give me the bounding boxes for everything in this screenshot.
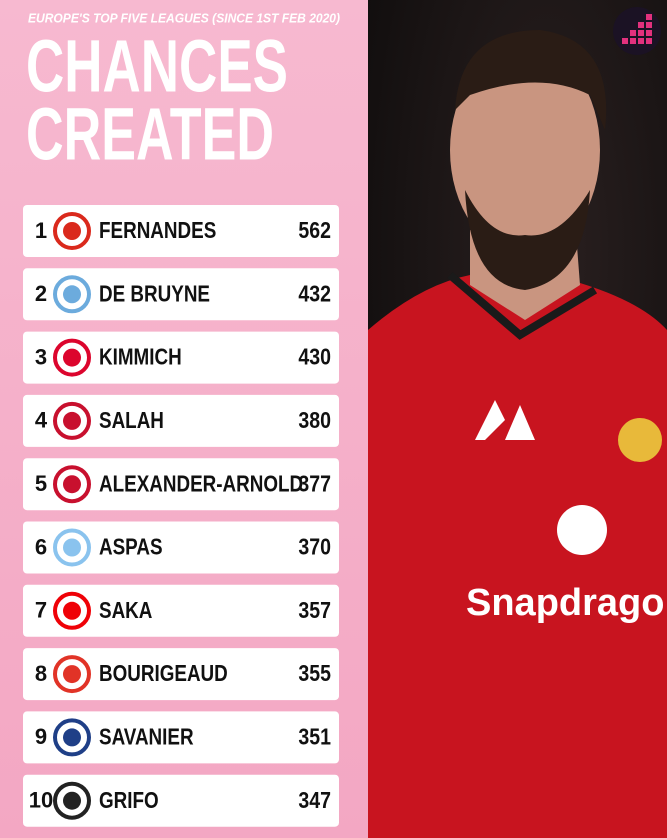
row-box [23,458,339,511]
row-box [23,711,339,764]
table-row: 3 KIMMICH 430 [23,331,339,384]
player-name: SAVANIER [99,725,194,750]
rank: 3 [35,344,47,369]
rank: 9 [35,724,47,749]
player-name: FERNANDES [99,218,216,243]
row-box [23,774,339,827]
chances-value: 377 [298,471,331,497]
club-logo-inner [63,601,81,620]
club-logo-inner [63,285,81,304]
title-line: CREATED [26,93,274,176]
rank: 8 [35,661,47,686]
row-box [23,394,339,447]
rank: 4 [35,408,48,433]
rank: 2 [35,281,47,306]
table-row: 2 DE BRUYNE 432 [23,268,339,321]
player-name: KIMMICH [99,345,182,370]
club-logo-inner [63,411,81,430]
row-box [23,521,339,574]
rank: 1 [35,218,47,243]
chances-value: 357 [298,597,331,623]
club-logo-inner [63,665,81,684]
chances-value: 430 [298,344,331,370]
table-row: 9 SAVANIER 351 [23,711,339,764]
club-logo-inner [63,475,81,494]
club-logo-inner [63,222,81,240]
club-logo-inner [63,348,81,367]
row-box [23,268,339,321]
subtitle: EUROPE'S TOP FIVE LEAGUES (SINCE 1ST FEB… [28,10,340,25]
player-name: ASPAS [99,535,163,560]
table-row: 6 ASPAS 370 [23,521,339,574]
rank: 5 [35,471,47,496]
chances-value: 347 [298,787,331,813]
title-line: CHANCES [26,25,288,108]
player-name: GRIFO [99,788,159,813]
player-name: SAKA [99,598,152,623]
table-row: 8 BOURIGEAUD 355 [23,648,339,701]
club-logo-inner [63,538,81,557]
rank: 6 [35,534,47,559]
player-name: ALEXANDER-ARNOLD [99,472,303,497]
row-box [23,331,339,384]
chances-value: 355 [298,661,331,687]
player-name: BOURIGEAUD [99,661,228,686]
rank: 7 [35,598,47,623]
table: 1 FERNANDES 562 2 DE BRUYNE 432 3 KIMMICH 430 4 SA… [23,205,339,827]
rank: 10 [29,788,53,813]
chances-value: 562 [298,218,331,244]
table-row: 10 GRIFO 347 [23,774,339,827]
row-box [23,584,339,637]
club-logo-inner [63,728,81,747]
sponsor-text: Snapdragon [466,582,667,624]
table-row: 1 FERNANDES 562 [23,205,339,257]
player-name: SALAH [99,408,164,433]
brand-logo [613,7,661,55]
table-row: 7 SAKA 357 [23,584,339,637]
club-logo-inner [63,791,81,810]
chances-value: 432 [298,281,331,307]
row-box [23,205,339,257]
chances-value: 380 [298,408,331,434]
chances-value: 351 [298,724,331,750]
chances-value: 370 [298,534,331,560]
table-row: 4 SALAH 380 [23,394,339,447]
row-box [23,648,339,701]
player-name: DE BRUYNE [99,282,210,307]
player-photo: Snapdragon [368,0,667,838]
